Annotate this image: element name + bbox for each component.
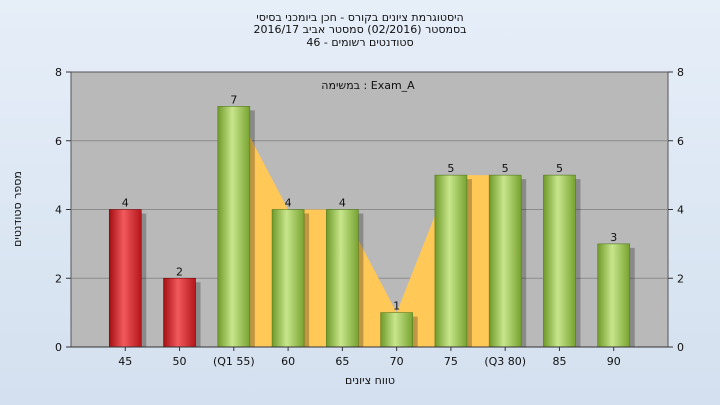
chart-annotation: במשימה : Exam_A [321, 79, 415, 92]
x-tick-label: 90 [607, 355, 621, 368]
x-tick-label: 65 [335, 355, 349, 368]
x-tick-label: 45 [118, 355, 132, 368]
bar-value-label: 7 [230, 93, 237, 106]
y-tick-label-right: 6 [677, 135, 684, 148]
chart-title: היסטוגרמת ציונים בקורס - חכן ביומכני בסי… [253, 11, 466, 49]
bar-value-label: 5 [447, 162, 454, 175]
bar-value-label: 3 [610, 231, 617, 244]
bar-value-label: 4 [122, 197, 129, 210]
x-tick-label: 60 [281, 355, 295, 368]
chart-title-line-3: סטודנטים רשומים - 46 [306, 36, 413, 49]
x-tick-label: 75 [444, 355, 458, 368]
x-tick-label: 70 [390, 355, 404, 368]
bar-value-label: 2 [176, 265, 183, 278]
bar [488, 174, 522, 348]
x-axis-label: טווח ציונים [345, 374, 395, 387]
y-tick-label-right: 8 [677, 66, 684, 79]
bar [108, 209, 142, 348]
bar [217, 106, 251, 348]
bar [597, 243, 631, 348]
chart-title-line-2: בסמסטר (02/2016) סמסטר אביב 2016/17 [253, 23, 466, 36]
bar-value-label: 1 [393, 300, 400, 313]
y-axis-label: מספר סטודנטים [11, 171, 24, 247]
x-tick-label: (Q3 80) [484, 355, 526, 368]
y-tick-label-right: 2 [677, 272, 684, 285]
y-tick-label-right: 0 [677, 341, 684, 354]
bar [163, 277, 196, 348]
bar [543, 174, 576, 348]
x-tick-label: (Q1 55) [213, 355, 255, 368]
chart-title-line-1: היסטוגרמת ציונים בקורס - חכן ביומכני בסי… [256, 11, 464, 24]
bar [271, 209, 305, 348]
y-tick-label: 8 [55, 66, 62, 79]
bar-value-label: 5 [556, 162, 563, 175]
bar [434, 174, 468, 348]
y-tick-label: 4 [55, 204, 62, 217]
y-tick-label-right: 4 [677, 204, 684, 217]
bars-layer: 4 2 7 4 4 1 5 5 5 3 [108, 93, 635, 348]
bar [380, 312, 413, 348]
y-tick-label: 2 [55, 272, 62, 285]
y-tick-label: 6 [55, 135, 62, 148]
bar [326, 209, 359, 348]
x-tick-label: 85 [552, 355, 566, 368]
bar-value-label: 4 [339, 197, 346, 210]
y-tick-label: 0 [55, 341, 62, 354]
bar-value-label: 5 [502, 162, 509, 175]
axis-layer: 0 02 24 46 68 845 50 (Q1 55) 60 65 70 75 (Q3 80) 85 90 [55, 66, 684, 368]
bar-value-label: 4 [285, 197, 292, 210]
x-tick-label: 50 [173, 355, 187, 368]
